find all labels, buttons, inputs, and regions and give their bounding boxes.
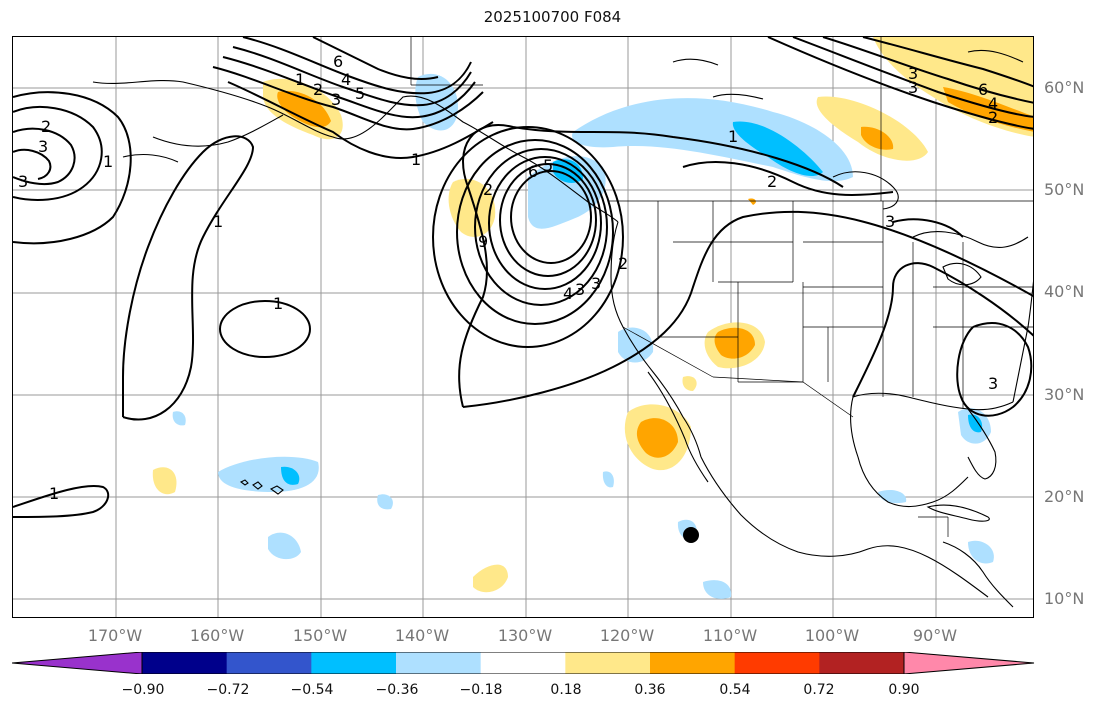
contour-label: 4 xyxy=(988,94,998,113)
colorbar-extend-low xyxy=(12,652,142,674)
contour-label: 1 xyxy=(213,212,223,231)
contour-label: 2 xyxy=(767,172,777,191)
lon-label: 150°W xyxy=(292,626,348,645)
contour-label: 2 xyxy=(313,80,323,99)
colorbar-segment xyxy=(650,652,736,674)
colorbar-tick-label: 0.90 xyxy=(888,682,920,698)
colorbar-tick-label: −0.36 xyxy=(375,682,419,698)
lon-label: 140°W xyxy=(394,626,450,645)
contour-label: 3 xyxy=(575,280,585,299)
contour-label: 3 xyxy=(988,374,998,393)
lon-label: 170°W xyxy=(87,626,143,645)
lon-label: 90°W xyxy=(912,626,958,645)
lon-label: 110°W xyxy=(702,626,758,645)
lat-label: 60°N xyxy=(1044,78,1085,97)
lat-label: 30°N xyxy=(1044,385,1085,404)
contour-label: 1 xyxy=(411,150,421,169)
contour-label: 2 xyxy=(618,254,628,273)
contour-label: 3 xyxy=(38,137,48,156)
contour-label: 2 xyxy=(41,117,51,136)
colorbar-segment xyxy=(734,652,820,674)
colorbar-segment xyxy=(142,652,228,674)
lat-label: 10°N xyxy=(1044,589,1085,608)
contour-label: 3 xyxy=(591,274,601,293)
colorbar-tick-label: −0.54 xyxy=(290,682,334,698)
contour-label: 1 xyxy=(273,294,283,313)
colorbar-tick-label: −0.90 xyxy=(121,682,165,698)
contour-label: 4 xyxy=(563,284,573,303)
contour-label: 2 xyxy=(483,180,493,199)
colorbar-tick-label: 0.18 xyxy=(550,682,582,698)
colorbar-segment xyxy=(565,652,651,674)
contour-label: 6 xyxy=(978,80,988,99)
lon-label: 160°W xyxy=(189,626,245,645)
colorbar-segment xyxy=(311,652,397,674)
colorbar-tick-label: 0.72 xyxy=(803,682,835,698)
colorbar-segment xyxy=(226,652,312,674)
colorbar-segment xyxy=(480,652,566,674)
contours xyxy=(13,37,1033,518)
contour-label: 1 xyxy=(103,152,113,171)
colorbar-segments xyxy=(12,652,1034,674)
contour-label: 3 xyxy=(18,172,28,191)
contour-label: 3 xyxy=(885,212,895,231)
contour-label: 5 xyxy=(543,156,553,175)
political-borders xyxy=(410,37,1033,537)
map-area: 1 2 3 4 5 6 1 2 3 1 1 1 1 2 3 4 5 6 9 3 … xyxy=(12,36,1034,618)
colorbar-extend-high xyxy=(904,652,1034,674)
contour-label: 5 xyxy=(355,84,365,103)
contour-label: 3 xyxy=(331,90,341,109)
contour-labels: 1 2 3 4 5 6 1 2 3 1 1 1 1 2 3 4 5 6 9 3 … xyxy=(18,52,998,503)
colorbar-segment xyxy=(396,652,482,674)
contour-label: 6 xyxy=(333,52,343,71)
contour-label: 1 xyxy=(295,70,305,89)
map-title: 2025100700 F084 xyxy=(483,8,622,26)
contour-label: 2 xyxy=(988,108,998,127)
contour-label: 3 xyxy=(908,78,918,97)
lat-label: 40°N xyxy=(1044,282,1085,301)
contour-label: 1 xyxy=(49,484,59,503)
lon-label: 130°W xyxy=(497,626,553,645)
contour-label: 6 xyxy=(528,162,538,181)
lat-label: 50°N xyxy=(1044,180,1085,199)
map-svg: 1 2 3 4 5 6 1 2 3 1 1 1 1 2 3 4 5 6 9 3 … xyxy=(13,37,1033,617)
colorbar-tick-label: 0.36 xyxy=(634,682,666,698)
colorbar-segment xyxy=(819,652,905,674)
lat-label: 20°N xyxy=(1044,487,1085,506)
contour-label: 4 xyxy=(341,70,351,89)
colorbar-tick-label: 0.54 xyxy=(719,682,751,698)
lon-label: 100°W xyxy=(804,626,860,645)
colorbar-tick-label: −0.72 xyxy=(206,682,250,698)
contour-label: 1 xyxy=(728,127,738,146)
contour-label: 9 xyxy=(478,232,488,251)
storm-marker-icon xyxy=(683,527,699,543)
lon-label: 120°W xyxy=(599,626,655,645)
colorbar-tick-label: −0.18 xyxy=(459,682,503,698)
contour-label: 3 xyxy=(908,64,918,83)
colorbar xyxy=(12,652,1035,674)
